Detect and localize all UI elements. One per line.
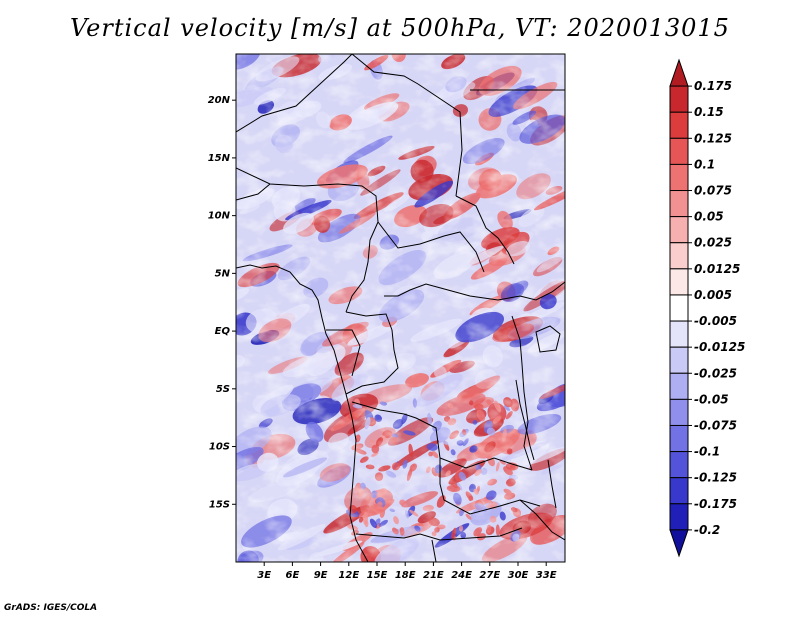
- colorbar-level-label: -0.1: [694, 445, 720, 459]
- colorbar-segment: [669, 268, 689, 296]
- border-car-drc: [384, 281, 565, 301]
- colorbar-segment: [669, 398, 689, 426]
- border-angola-namibia: [355, 527, 523, 541]
- border-botswana: [431, 539, 437, 562]
- colorbar-segment: [669, 424, 689, 453]
- colorbar-segment: [669, 111, 689, 139]
- colorbar-level-label: 0.075: [694, 184, 732, 198]
- colorbar-segment: [669, 477, 689, 505]
- grads-credit: GrADS: IGES/COLA: [4, 603, 98, 613]
- colorbar-level-label: -0.025: [694, 366, 737, 380]
- lon-tick-label: 24E: [451, 570, 472, 581]
- colorbar-level-label: -0.005: [694, 314, 737, 328]
- colorbar-level-label: -0.0125: [694, 340, 745, 354]
- lat-tick-label: EQ: [215, 326, 231, 337]
- lat-tick-label: 5N: [215, 268, 231, 279]
- plot-frame: [235, 53, 566, 563]
- colorbar-segment: [669, 242, 689, 270]
- lon-tick-label: 3E: [257, 570, 271, 581]
- colorbar-level-label: 0.1: [694, 157, 715, 171]
- colorbar-segment: [669, 294, 689, 322]
- border-drc-angola: [351, 401, 533, 471]
- border-nigeria-cameroon: [345, 221, 379, 313]
- border-gabon-congo: [326, 329, 361, 377]
- border-chad-sudan: [455, 195, 515, 265]
- border-lake-malawi: [547, 459, 557, 509]
- lat-tick-label: 10N: [208, 211, 231, 222]
- colorbar-segment: [669, 346, 689, 374]
- lat-tick-label: 15S: [209, 499, 230, 510]
- border-niger-libya: [351, 54, 463, 197]
- border-chad-car: [377, 221, 485, 273]
- colorbar-segment: [669, 503, 689, 531]
- lat-tick-label: 20N: [208, 95, 231, 106]
- lon-tick-label: 6E: [286, 570, 300, 581]
- border-congo-drc: [345, 329, 399, 395]
- lat-tick-label: 10S: [209, 442, 230, 453]
- lon-tick-label: 15E: [367, 570, 388, 581]
- lon-tick-label: 9E: [314, 570, 328, 581]
- colorbar-level-label: -0.175: [694, 497, 737, 511]
- colorbar-level-label: 0.025: [694, 236, 732, 250]
- lon-tick-label: 27E: [479, 570, 500, 581]
- border-lake-victoria: [535, 325, 561, 353]
- colorbar-segment: [669, 372, 689, 400]
- colorbar-level-label: -0.075: [694, 418, 737, 432]
- west-africa-coastline: [236, 264, 369, 562]
- map-title: Vertical velocity [m/s] at 500hPa, VT: 2…: [70, 14, 730, 42]
- colorbar: 0.175 0.15 0.125 0.1 0.075 0.05 0.025 0.0125 0.0…: [669, 58, 745, 558]
- velocity-field: [236, 54, 565, 562]
- colorbar-segment: [669, 216, 689, 244]
- colorbar-segment: [669, 85, 689, 113]
- border-lake-tanganyika: [515, 379, 535, 461]
- colorbar-level-label: 0.0125: [694, 262, 740, 276]
- colorbar-level-label: -0.2: [694, 523, 720, 537]
- colorbar-segment: [669, 451, 689, 479]
- colorbar-bottom-arrow: [669, 529, 689, 558]
- colorbar-level-label: 0.175: [694, 79, 732, 93]
- lon-tick-label: 30E: [508, 570, 529, 581]
- border-mali-niger: [236, 183, 271, 201]
- colorbar-level-label: 0.15: [694, 105, 724, 119]
- colorbar-segment: [669, 163, 689, 192]
- border-zambia-zimbabwe: [519, 499, 565, 541]
- latitude-axis: 20N 15N 10N 5N EQ 5S 10S 15S: [208, 95, 236, 510]
- lon-tick-label: 12E: [338, 570, 359, 581]
- border-algeria-niger: [236, 54, 353, 133]
- border-drc-east: [511, 315, 533, 471]
- lon-tick-label: 33E: [536, 570, 557, 581]
- colorbar-segment: [669, 190, 689, 218]
- colorbar-level-label: 0.125: [694, 131, 732, 145]
- lon-tick-label: 18E: [395, 570, 416, 581]
- colorbar-level-label: 0.05: [694, 210, 724, 224]
- country-borders: [236, 54, 565, 562]
- longitude-axis: 3E 6E 9E 12E 15E 18E 21E 24E 27E 30E 33E: [257, 562, 557, 581]
- colorbar-segment: [669, 320, 689, 348]
- lon-tick-label: 21E: [423, 570, 444, 581]
- colorbar-level-label: -0.05: [694, 392, 729, 406]
- colorbar-top-arrow: [669, 58, 689, 87]
- colorbar-segment: [669, 137, 689, 165]
- colorbar-level-label: -0.125: [694, 471, 737, 485]
- colorbar-level-label: 0.005: [694, 288, 732, 302]
- lat-tick-label: 5S: [216, 384, 230, 395]
- border-cameroon-congo: [345, 311, 393, 331]
- lat-tick-label: 15N: [208, 153, 231, 164]
